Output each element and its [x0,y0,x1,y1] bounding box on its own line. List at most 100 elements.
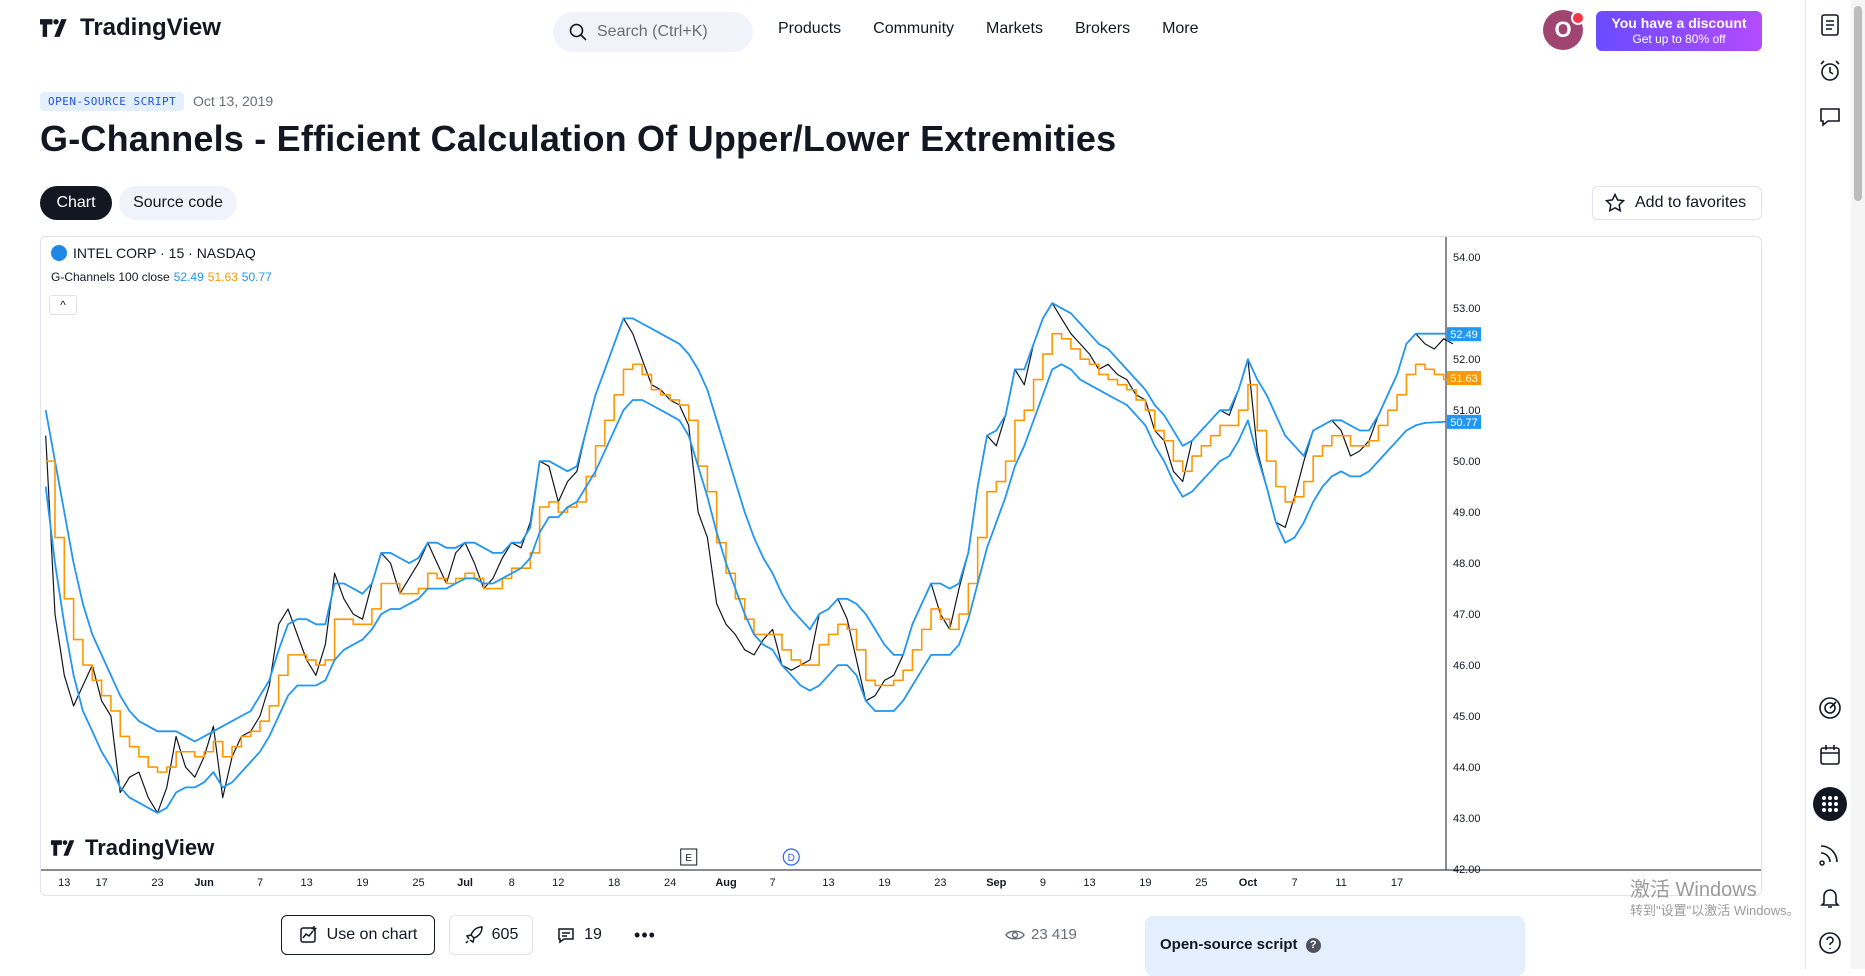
price-tick-label: 44.00 [1453,762,1481,774]
last-value-badge [1447,371,1481,386]
last-value-label: 52.49 [1450,329,1478,341]
symbol-label: INTEL CORP · 15 · NASDAQ [73,245,256,261]
chart-container[interactable]: 54.00 53.00 52.00 51.00 50.00 49.00 48.00 47.00… [40,236,1762,896]
time-tick-label: 7 [257,877,263,889]
add-to-favorites-button[interactable]: Add to favorites [1592,186,1762,220]
notification-dot [1571,11,1585,25]
add-chart-icon [299,926,317,943]
watchlist-icon[interactable] [1817,12,1843,38]
price-tick-label: 51.00 [1453,405,1481,417]
views-counter: 23 419 [1005,926,1077,943]
indicator-middle-value: 51.63 [207,270,238,284]
price-chart[interactable]: 54.00 53.00 52.00 51.00 50.00 49.00 48.00 47.00… [41,237,1762,896]
time-tick-label: 13 [58,877,70,889]
rocket-icon [465,926,483,944]
time-tick-label: Oct [1239,877,1258,889]
time-tick-label: 17 [1391,877,1403,889]
star-icon [1605,193,1625,213]
last-value-badge [1447,327,1481,342]
intel-logo-icon [51,245,67,261]
watermark-text: TradingView [85,835,215,860]
stream-icon[interactable] [1817,840,1843,866]
use-on-chart-button[interactable]: Use on chart [281,915,435,955]
nav-community[interactable]: Community [873,20,955,37]
price-tick-label: 49.00 [1453,507,1481,519]
time-tick-label: 11 [1335,877,1346,889]
target-icon[interactable] [1817,695,1843,721]
event-marker-label: E [685,853,692,864]
action-row: Use on chart 605 19 ••• [281,915,665,955]
last-value-badge [1447,414,1481,429]
views-count: 23 419 [1031,926,1077,943]
series-line-lower[interactable] [44,363,1453,814]
tab-source-code[interactable]: Source code [119,186,237,220]
time-tick-label: 7 [770,877,776,889]
more-options-button[interactable]: ••• [634,924,656,945]
time-tick-label: 23 [934,877,946,889]
series-line-middle[interactable] [45,332,1454,773]
open-source-info-box: Open-source script ? [1145,916,1525,976]
nav-more[interactable]: More [1162,20,1199,37]
watermark-logo-icon [51,840,75,856]
promo-subtitle: Get up to 80% off [1632,32,1726,46]
brand-name: TradingView [80,14,221,41]
alarm-clock-icon[interactable] [1817,58,1843,84]
publish-date: Oct 13, 2019 [193,93,274,109]
indicator-name: G-Channels 100 close [51,270,170,284]
time-tick-label: 25 [1195,877,1207,889]
time-tick-label: 18 [608,877,620,889]
time-tick-label: 25 [412,877,424,889]
price-tick-label: 48.00 [1453,558,1481,570]
series-line-upper[interactable] [44,302,1454,743]
use-on-chart-label: Use on chart [326,926,418,943]
calendar-icon[interactable] [1817,742,1843,768]
right-sidebar [1805,0,1852,969]
main-nav: Products Community Markets Brokers More [778,20,1199,38]
help-icon[interactable] [1817,930,1843,956]
price-tick-label: 53.00 [1453,303,1481,315]
time-tick-label: Jun [194,877,214,889]
price-tick-label: 43.00 [1453,813,1481,825]
indicator-legend[interactable]: G-Channels 100 close 52.49 51.63 50.77 [51,270,272,284]
price-tick-label: 42.00 [1453,864,1481,876]
time-tick-label: 13 [300,877,312,889]
chat-icon[interactable] [1817,104,1843,130]
nav-markets[interactable]: Markets [986,20,1043,37]
bell-icon[interactable] [1817,885,1843,911]
page-scrollbar[interactable] [1851,0,1865,969]
search-placeholder: Search (Ctrl+K) [597,23,708,40]
tab-chart[interactable]: Chart [40,186,112,220]
dividend-marker[interactable] [782,848,800,866]
time-tick-label: 12 [552,877,564,889]
open-source-badge[interactable]: OPEN-SOURCE SCRIPT [40,92,185,111]
page-title: G-Channels - Efficient Calculation Of Up… [40,118,1117,159]
info-help-icon[interactable]: ? [1305,937,1321,953]
discount-promo-button[interactable]: You have a discount Get up to 80% off [1596,11,1762,51]
price-tick-label: 45.00 [1453,711,1481,723]
nav-brokers[interactable]: Brokers [1074,20,1131,37]
symbol-legend[interactable]: INTEL CORP · 15 · NASDAQ [51,245,256,261]
time-tick-label: 13 [822,877,834,889]
promo-title: You have a discount [1611,15,1747,31]
boost-count: 605 [491,926,519,943]
apps-grid-icon[interactable] [1813,787,1847,821]
os-activation-watermark: 激活 Windows [1630,879,1757,901]
favorites-label: Add to favorites [1635,194,1747,211]
comments-button[interactable]: 19 [547,915,611,955]
tradingview-logo[interactable]: TradingView [40,14,221,42]
legend-collapse-button[interactable]: ^ [49,295,77,315]
time-tick-label: 9 [1040,877,1046,889]
nav-products[interactable]: Products [778,20,842,37]
time-tick-label: Jul [457,877,473,889]
indicator-upper-value: 52.49 [173,270,204,284]
price-tick-label: 47.00 [1453,609,1481,621]
scrollbar-thumb[interactable] [1854,6,1862,201]
search-input[interactable]: Search (Ctrl+K) [553,12,753,52]
eye-icon [1005,930,1025,939]
time-tick-label: 8 [509,877,515,889]
earnings-marker[interactable] [680,848,698,866]
boost-button[interactable]: 605 [449,915,533,955]
event-marker-label: D [788,853,795,864]
price-tick-label: 52.00 [1453,354,1481,366]
time-tick-label: 19 [878,877,890,889]
